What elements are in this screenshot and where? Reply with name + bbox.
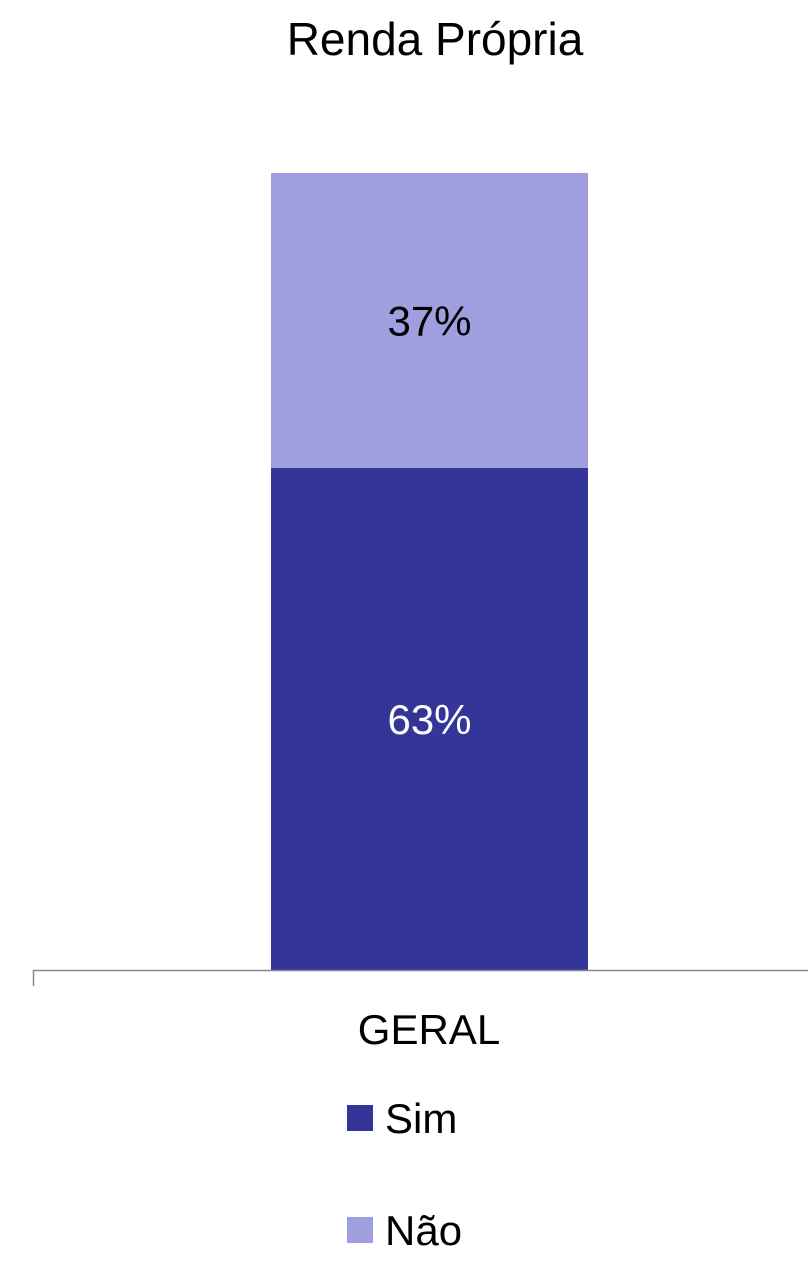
bar-segment-nao [271,173,588,468]
category-labels: GERAL [358,1006,500,1053]
legend-item-nao: Não [347,1207,462,1254]
bar-segment-sim [271,467,588,970]
legend-label-nao: Não [385,1207,462,1254]
bar-group: 63% 37% [271,173,588,970]
legend-label-sim: Sim [385,1095,457,1142]
legend-item-sim: Sim [347,1095,457,1142]
data-label-sim: 63% [387,696,471,743]
category-label: GERAL [358,1006,500,1053]
legend-swatch-nao [347,1217,373,1243]
x-axis [32,969,808,986]
chart-title: Renda Própria [287,13,584,65]
legend: Sim Não [347,1095,462,1254]
data-label-nao: 37% [387,297,471,344]
legend-swatch-sim [347,1105,373,1131]
